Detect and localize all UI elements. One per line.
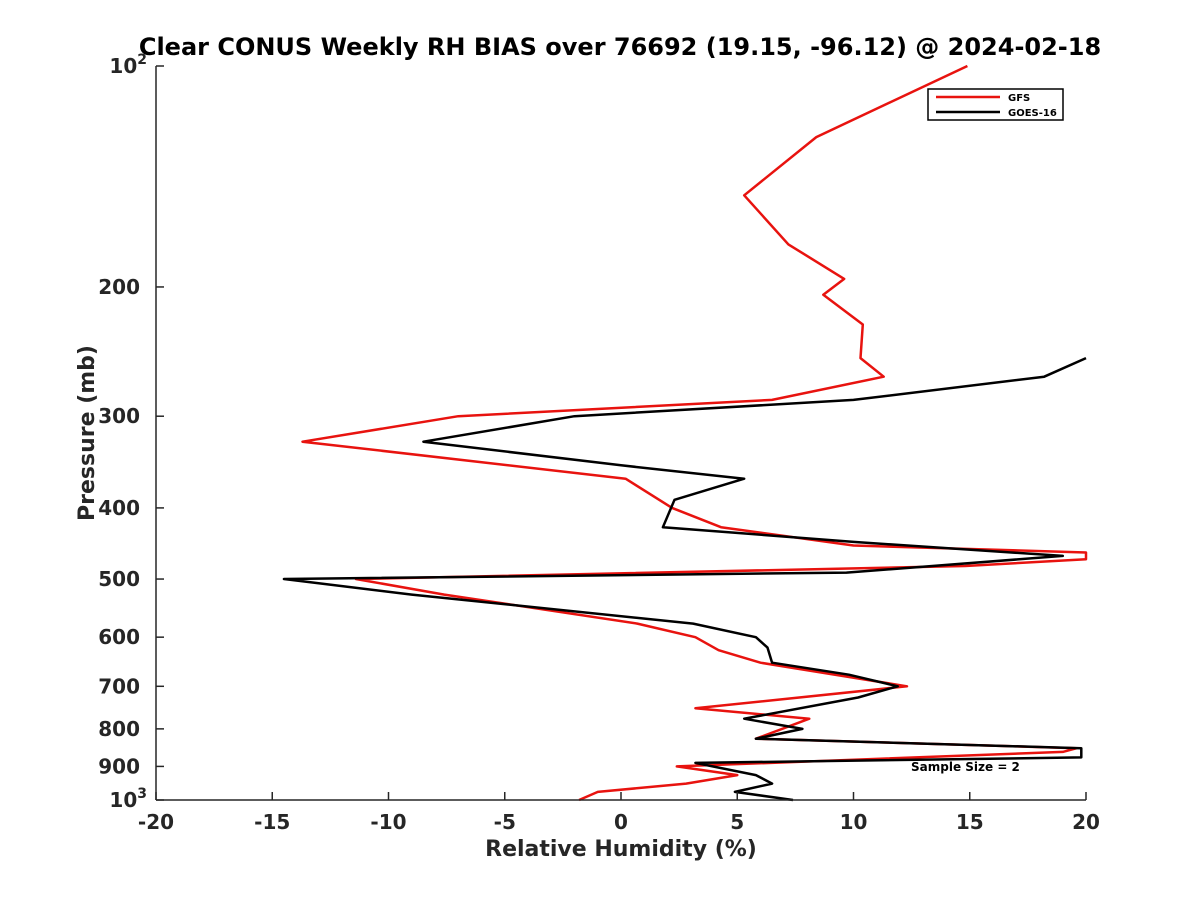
x-tick-label: -15 — [254, 810, 290, 834]
x-axis-label: Relative Humidity (%) — [485, 837, 757, 862]
x-ticks: -20 -15 -10 -5 0 5 10 15 20 — [138, 792, 1100, 834]
x-tick-label: -20 — [138, 810, 174, 834]
legend: GFS GOES-16 — [927, 88, 1064, 121]
y-tick-label: 200 — [98, 275, 140, 299]
y-tick-label: 102 — [109, 52, 147, 78]
legend-box — [927, 88, 1064, 121]
x-tick-label: -10 — [370, 810, 406, 834]
x-tick-label: 5 — [730, 810, 744, 834]
x-tick-label: 10 — [840, 810, 868, 834]
series-line-goes-16 — [282, 356, 1087, 802]
y-tick-label: 400 — [98, 496, 140, 520]
sample-size-annotation: Sample Size = 2 — [911, 760, 1020, 774]
x-tick-label: 0 — [614, 810, 628, 834]
y-tick-label: 800 — [98, 717, 140, 741]
x-tick-label: 15 — [956, 810, 984, 834]
y-tick-label: 300 — [98, 404, 140, 428]
chart-title: Clear CONUS Weekly RH BIAS over 76692 (1… — [139, 33, 1101, 61]
plot-area: -20 -15 -10 -5 0 5 10 15 20 102 200 300 400 500 600 70… — [98, 52, 1100, 834]
x-tick-label: -5 — [494, 810, 516, 834]
x-tick-label: 20 — [1072, 810, 1100, 834]
y-tick-label: 700 — [98, 674, 140, 698]
legend-label-goes-16: GOES-16 — [1008, 108, 1057, 119]
y-ticks: 102 200 300 400 500 600 700 800 900 103 — [98, 52, 164, 812]
y-axis-label: Pressure (mb) — [75, 345, 100, 521]
series-layer — [282, 64, 1088, 802]
y-tick-label: 103 — [109, 786, 147, 812]
y-tick-label: 900 — [98, 754, 140, 778]
legend-label-gfs: GFS — [1008, 93, 1030, 104]
axes-box — [156, 66, 1086, 800]
y-tick-label: 600 — [98, 625, 140, 649]
y-tick-label: 500 — [98, 567, 140, 591]
